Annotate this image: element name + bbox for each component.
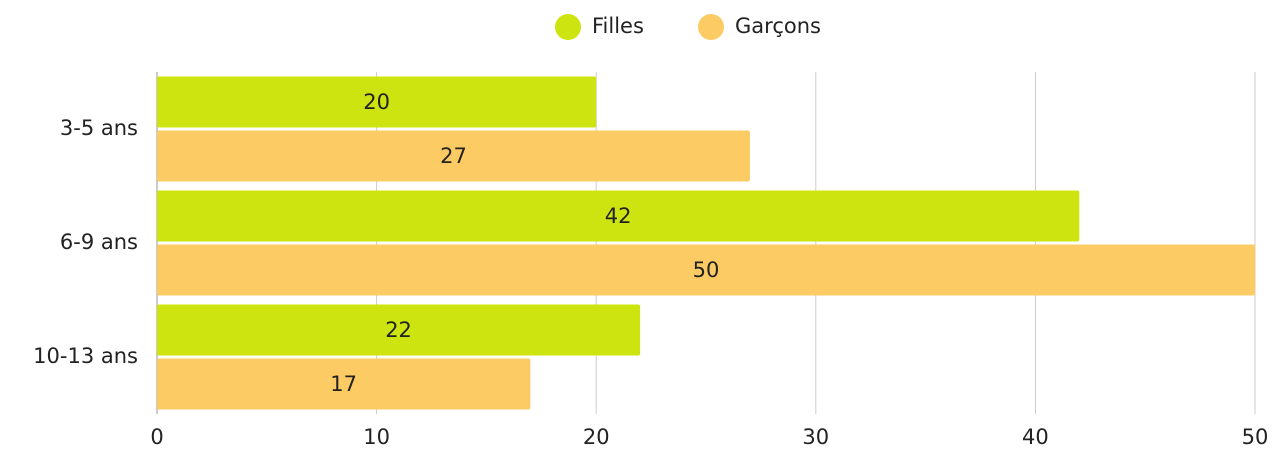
x-tick-label: 0 <box>150 425 163 449</box>
bar <box>157 130 750 182</box>
legend-swatch <box>698 14 724 40</box>
x-tick-label: 30 <box>802 425 829 449</box>
data-label: 22 <box>385 318 412 342</box>
data-label: 17 <box>330 372 357 396</box>
bar <box>157 304 641 356</box>
legend-swatch <box>555 14 581 40</box>
x-tick-label: 40 <box>1022 425 1049 449</box>
bar <box>157 358 531 410</box>
data-label: 50 <box>693 258 720 282</box>
bar <box>157 76 597 128</box>
x-tick-label: 50 <box>1242 425 1269 449</box>
data-label: 20 <box>363 90 390 114</box>
x-tick-label: 10 <box>363 425 390 449</box>
y-tick-label: 10-13 ans <box>33 344 138 368</box>
bar <box>157 190 1080 242</box>
data-label: 42 <box>605 204 632 228</box>
y-tick-label: 3-5 ans <box>60 116 138 140</box>
legend-label: Garçons <box>735 14 821 38</box>
x-tick-label: 20 <box>583 425 610 449</box>
bar <box>157 244 1255 296</box>
data-label: 27 <box>440 144 467 168</box>
legend-label: Filles <box>592 14 644 38</box>
y-tick-label: 6-9 ans <box>60 230 138 254</box>
